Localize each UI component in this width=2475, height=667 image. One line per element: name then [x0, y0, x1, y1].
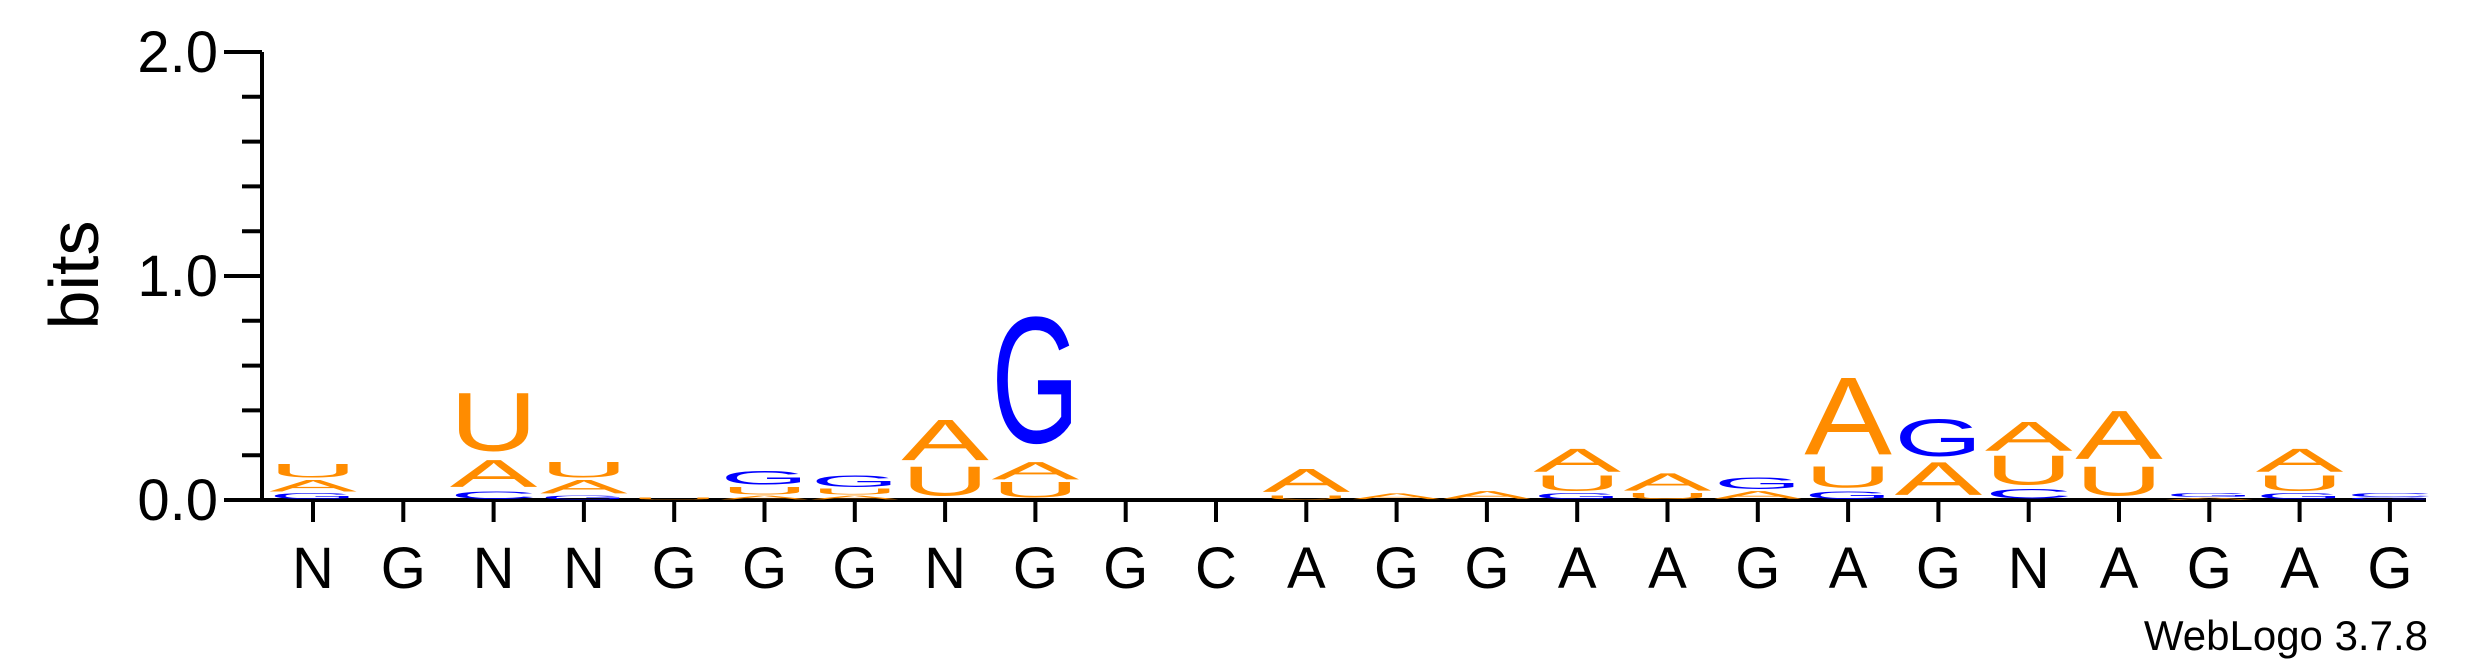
logo-letter-u: U	[2075, 458, 2163, 504]
logo-letter-a: A	[1895, 452, 1983, 505]
logo-letter-a: A	[540, 476, 628, 498]
position-label: G	[1916, 536, 1961, 601]
logo-letter-c: C	[2346, 492, 2434, 498]
y-axis-title: bits	[35, 221, 113, 330]
logo-letter-u: U	[721, 484, 809, 496]
logo-letter-a: A	[811, 494, 899, 500]
position-label: C	[1195, 536, 1237, 601]
logo-letter-a: A	[2256, 442, 2344, 479]
logo-letter-a: A	[269, 476, 357, 495]
logo-letter-c: C	[1985, 486, 2073, 502]
position-label: A	[1648, 536, 1687, 601]
logo-letter-a: A	[901, 407, 989, 472]
position-label: G	[832, 536, 877, 601]
logo-letter-u: U	[1985, 447, 2073, 493]
logo-letter-a: A	[2075, 397, 2163, 474]
logo-letter-a: A	[721, 494, 809, 500]
logo-letter-u: U	[991, 478, 1079, 503]
logo-letter-g: G	[2256, 492, 2344, 501]
logo-letter-u: U	[1262, 494, 1350, 500]
logo-letter-u: U	[2256, 471, 2344, 496]
logo-letter-a: A	[1263, 462, 1351, 499]
position-label: G	[1464, 536, 1509, 601]
logo-letter-a: A	[992, 457, 1080, 485]
logo-letter-g: G	[721, 467, 809, 489]
position-label: N	[2008, 536, 2050, 601]
logo-letter-u: U	[1533, 471, 1621, 496]
logo-letter-g: G	[2165, 492, 2253, 498]
logo-letter-g: G	[811, 472, 899, 491]
position-label: G	[1103, 536, 1148, 601]
position-label: G	[1013, 536, 1058, 601]
position-label: N	[292, 536, 334, 601]
logo-letter-g: G	[540, 494, 628, 500]
logo-letter-a: A	[1353, 492, 1441, 501]
position-label: A	[2280, 536, 2319, 601]
position-label: A	[1558, 536, 1597, 601]
logo-letter-a: A	[450, 452, 538, 496]
logo-letter-a: A	[1533, 442, 1621, 479]
y-tick-label: 1.0	[137, 244, 218, 309]
position-label: G	[742, 536, 787, 601]
position-label: G	[1374, 536, 1419, 601]
weblogo-credit: WebLogo 3.7.8	[2144, 612, 2428, 659]
logo-letter-g: G	[1804, 489, 1892, 501]
position-label: G	[2367, 536, 2412, 601]
position-label: N	[563, 536, 605, 601]
position-label: A	[1287, 536, 1326, 601]
logo-letter-a: A	[1443, 489, 1531, 501]
logo-letter-a: A	[2166, 497, 2254, 500]
logo-letter-u: U	[811, 487, 899, 496]
position-label: A	[2100, 536, 2139, 601]
logo-letter-a: A	[1985, 413, 2073, 460]
logo-letter-u: U	[540, 457, 628, 482]
y-axis: 0.0 1.0 2.0	[137, 20, 264, 533]
position-label: G	[2187, 536, 2232, 601]
logo-letter-a: A	[1804, 354, 1892, 478]
position-label: G	[381, 536, 426, 601]
position-label: G	[1735, 536, 1780, 601]
logo-letter-c: C	[450, 489, 538, 501]
position-label: A	[1829, 536, 1868, 601]
logo-letter-g: G	[1894, 408, 1982, 467]
logo-letter-u: U	[450, 376, 538, 469]
logo-letter-u: U	[901, 458, 989, 504]
position-label: N	[924, 536, 966, 601]
logo-letter-u: U	[1804, 460, 1892, 494]
x-axis	[262, 498, 2426, 522]
position-label: N	[473, 536, 515, 601]
logo-letter-u: U	[630, 497, 718, 500]
logo-letter-a: A	[1624, 468, 1712, 496]
logo-letter-g: G	[269, 492, 357, 501]
logo-letter-g: G	[1714, 474, 1802, 493]
logo-letter-a: A	[1714, 489, 1802, 501]
logo-letter-u: U	[269, 460, 357, 482]
logo-letter-g: G	[2346, 497, 2434, 500]
y-tick-label: 0.0	[137, 468, 218, 533]
y-tick-label: 2.0	[137, 20, 218, 85]
logo-letter-g: G	[991, 279, 1079, 480]
position-label: G	[652, 536, 697, 601]
logo-letter-u: U	[1623, 492, 1711, 501]
logo-letter-g: G	[1533, 492, 1621, 501]
